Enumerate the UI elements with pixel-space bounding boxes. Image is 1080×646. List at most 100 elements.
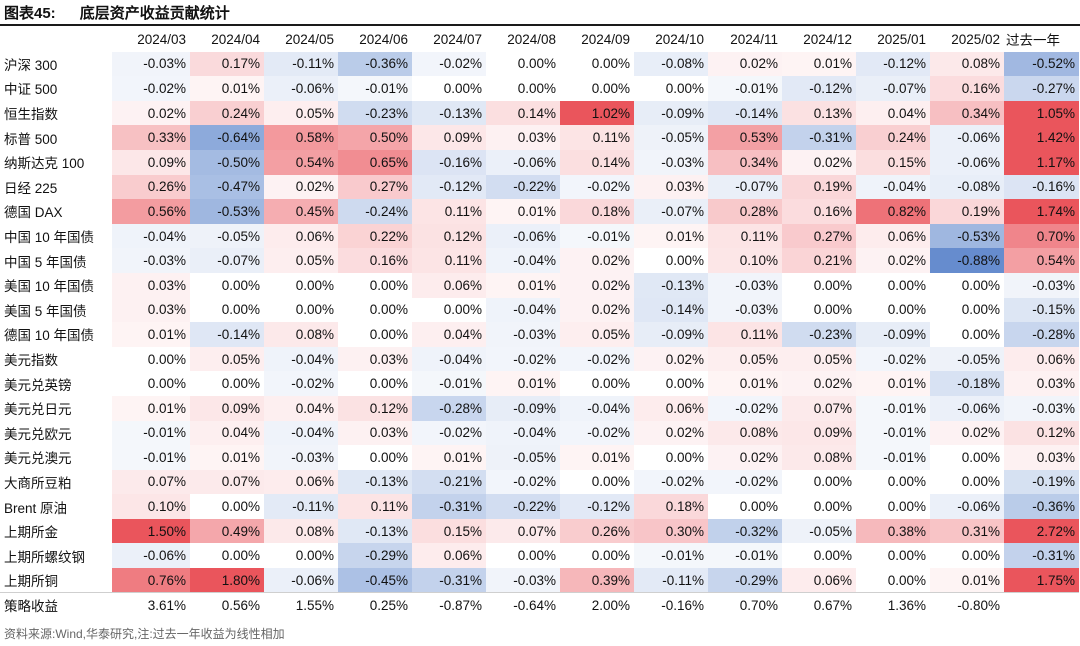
table-cell: 0.09% [112,149,190,175]
table-cell: 0.12% [1004,420,1079,446]
table-cell: 0.00% [295,548,334,564]
table-row: 德国 10 年国债 0.01% -0.14% 0.08% 0.00% 0.04% -0.03… [0,322,1079,347]
table-cell: 0.08% [708,420,782,446]
table-cell: 0.04% [190,420,264,446]
table-row: 中国 5 年国债 -0.03% -0.07% 0.05% 0.16% 0.11% -0.04… [0,248,1079,273]
table-cell: -0.01% [112,420,190,446]
table-cell: -0.01% [856,395,930,421]
summary-cell: 2.00% [560,592,634,618]
table-cell: 0.06% [264,469,338,495]
table-cell: 0.00% [961,302,1000,318]
table-cell: -0.12% [856,51,930,77]
table-cell: 0.00% [739,499,778,515]
table-cell: 0.12% [412,223,486,249]
table-cell: 0.00% [591,474,630,490]
table-cell: 0.10% [112,494,190,519]
table-cell: 0.05% [560,322,634,347]
row-label: 上期所铜 [4,574,58,590]
table-cell: -0.47% [190,174,264,200]
table-cell: 2.72% [1004,518,1079,544]
heatmap-table: 2024/03 2024/04 2024/05 2024/06 2024/07 … [0,27,1079,618]
table-cell: -0.01% [856,445,930,470]
table-cell: 0.00% [221,376,260,392]
table-cell: 0.08% [782,445,856,470]
table-cell: -0.28% [1004,322,1079,347]
table-cell: 0.01% [190,76,264,101]
table-cell: -0.02% [856,346,930,372]
table-cell: 0.11% [412,199,486,224]
table-cell: -0.14% [634,297,708,323]
table-cell: 0.11% [708,322,782,347]
summary-cell: 0.25% [338,592,412,618]
table-cell: -0.06% [112,543,190,569]
table-cell: -0.04% [560,395,634,421]
table-cell: -0.03% [634,149,708,175]
table-cell: -0.04% [486,420,560,446]
table-cell: -0.04% [264,420,338,446]
table-cell: -0.23% [338,100,412,126]
table-cell: 0.03% [1004,371,1079,396]
summary-cell: 0.70% [708,592,782,618]
table-cell: -0.02% [412,51,486,77]
table-cell: 0.01% [112,395,190,421]
row-label: 沪深 300 [4,57,58,73]
table-cell: 0.02% [856,248,930,273]
table-cell: 0.01% [708,371,782,396]
table-cell: 0.02% [560,248,634,273]
row-label: 上期所螺纹钢 [4,549,85,565]
summary-cell: -0.16% [634,592,708,618]
table-cell: 0.30% [634,518,708,544]
table-cell: 0.02% [560,297,634,323]
table-cell: -0.31% [412,494,486,519]
table-cell: 1.02% [560,100,634,126]
table-cell: -0.01% [560,223,634,249]
table-row: 美元兑英镑 0.00% 0.00% -0.02% 0.00% -0.01% 0.01% 0.0… [0,371,1079,396]
table-cell: 0.00% [517,56,556,72]
row-label: 美元指数 [4,353,58,369]
row-label: 中国 5 年国债 [4,254,87,270]
table-cell: -0.14% [190,322,264,347]
table-cell: -0.22% [486,494,560,519]
table-cell: -0.01% [112,445,190,470]
table-cell: 0.03% [112,297,190,323]
table-cell: 0.38% [856,518,930,544]
table-cell: 0.02% [560,272,634,298]
table-cell: 0.01% [782,51,856,77]
table-cell: -0.02% [634,469,708,495]
table-cell: 0.01% [856,371,930,396]
table-cell: 0.00% [295,302,334,318]
column-header: 2025/02 [951,31,1000,47]
table-row: 美元兑欧元 -0.01% 0.04% -0.04% 0.03% -0.02% -0.04% -… [0,420,1079,446]
table-title: 底层资产收益贡献统计 [79,4,230,22]
table-cell: -0.29% [708,568,782,593]
table-cell: 0.03% [634,174,708,200]
table-cell: -0.12% [560,494,634,519]
table-cell: 0.06% [264,223,338,249]
table-cell: 0.00% [665,80,704,96]
table-row: 中国 10 年国债 -0.04% -0.05% 0.06% 0.22% 0.12% -0.0… [0,223,1079,249]
table-cell: 0.28% [708,199,782,224]
table-cell: -0.06% [264,568,338,593]
table-row: 上期所金 1.50% 0.49% 0.08% -0.13% 0.15% 0.07% 0.26%… [0,518,1079,544]
table-cell: 0.27% [338,174,412,200]
table-cell: 0.00% [813,302,852,318]
table-cell: 0.00% [961,449,1000,465]
table-cell: 0.00% [147,351,186,367]
table-cell: 0.00% [665,253,704,269]
table-cell: 0.34% [930,100,1004,126]
table-cell: -0.15% [1004,297,1079,323]
table-cell: -0.02% [560,420,634,446]
row-label: 中证 500 [4,82,58,98]
table-cell: -0.09% [634,100,708,126]
table-cell: 0.21% [782,248,856,273]
table-cell: -0.09% [634,322,708,347]
column-header: 2024/03 [137,31,186,47]
table-cell: 0.33% [112,125,190,150]
table-cell: 0.02% [708,445,782,470]
table-cell: -0.36% [338,51,412,77]
column-header: 2024/06 [359,31,408,47]
table-cell: 0.07% [486,518,560,544]
source-note: 资料来源:Wind,华泰研究,注:过去一年收益为线性相加 [4,627,285,641]
table-cell: -0.16% [412,149,486,175]
table-row: 大商所豆粕 0.07% 0.07% 0.06% -0.13% -0.21% -0.02% 0.… [0,469,1079,495]
